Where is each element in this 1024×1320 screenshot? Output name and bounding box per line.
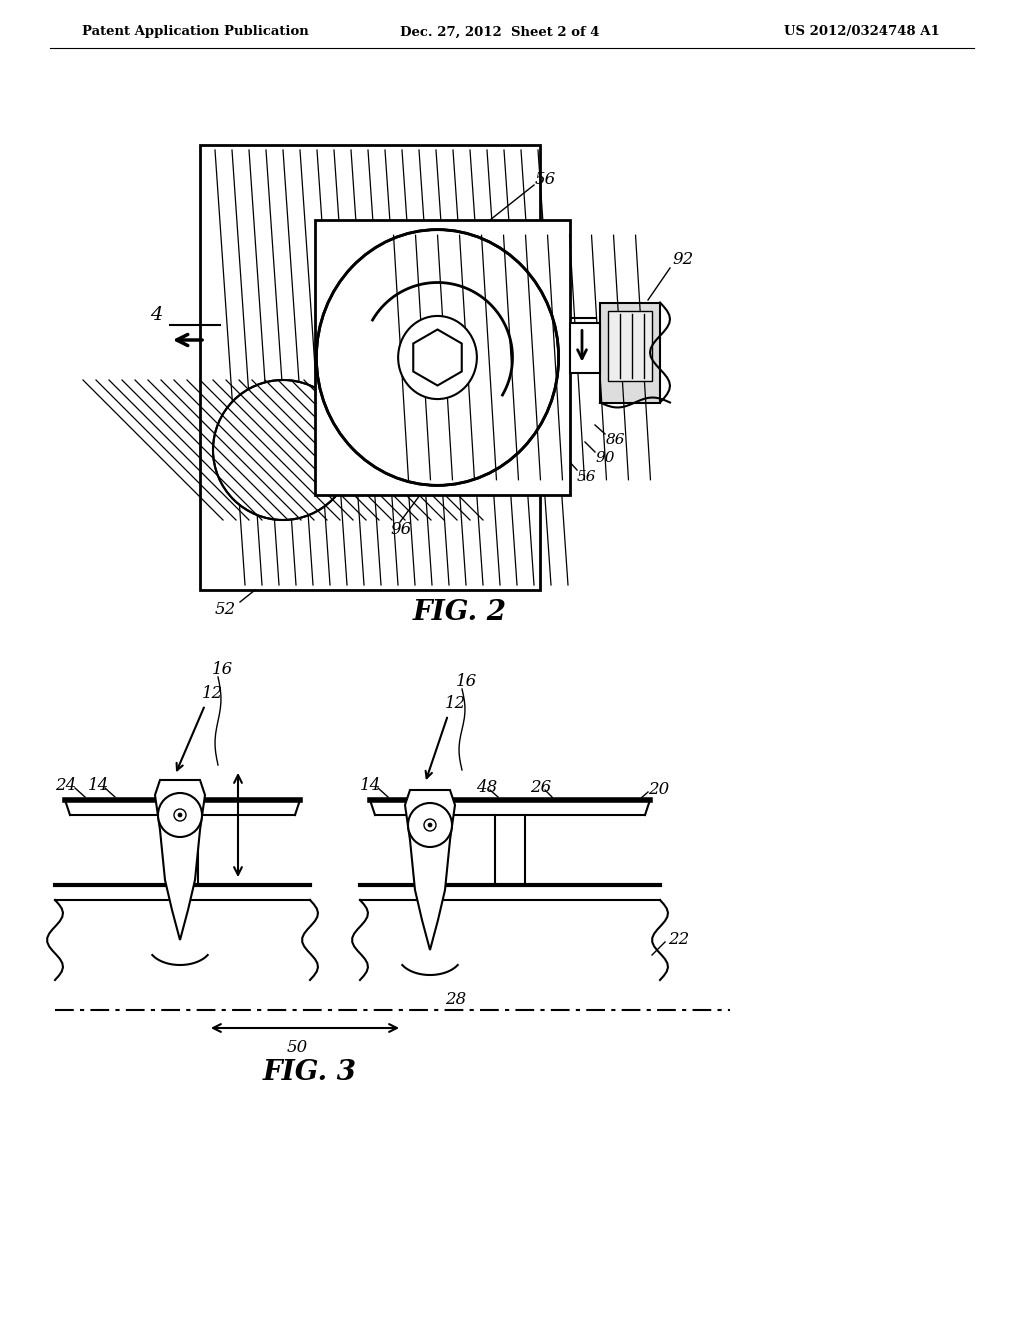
Text: 90: 90 — [595, 451, 614, 465]
Circle shape — [424, 818, 436, 832]
Text: 12: 12 — [445, 694, 466, 711]
Text: 92: 92 — [672, 252, 693, 268]
Text: 56: 56 — [577, 470, 597, 484]
Text: 50: 50 — [287, 1040, 307, 1056]
Text: 48: 48 — [476, 780, 498, 796]
Bar — [200, 145, 540, 590]
Bar — [570, 322, 600, 372]
Text: 4: 4 — [552, 293, 564, 312]
Circle shape — [158, 793, 202, 837]
Text: US 2012/0324748 A1: US 2012/0324748 A1 — [784, 25, 940, 38]
Circle shape — [178, 813, 182, 817]
Circle shape — [408, 803, 452, 847]
Text: 28: 28 — [445, 991, 466, 1008]
Text: 4: 4 — [150, 306, 163, 323]
Circle shape — [213, 380, 353, 520]
Bar — [600, 302, 660, 403]
Text: 20: 20 — [648, 781, 670, 799]
Text: 52: 52 — [215, 602, 237, 619]
Text: 12: 12 — [202, 685, 223, 701]
Polygon shape — [155, 780, 205, 940]
Text: Dec. 27, 2012  Sheet 2 of 4: Dec. 27, 2012 Sheet 2 of 4 — [400, 25, 599, 38]
Polygon shape — [414, 330, 462, 385]
Circle shape — [428, 822, 432, 828]
Text: 14: 14 — [88, 776, 110, 793]
Circle shape — [174, 809, 186, 821]
Text: 16: 16 — [456, 673, 477, 690]
Text: 14: 14 — [360, 776, 381, 793]
Text: Patent Application Publication: Patent Application Publication — [82, 25, 309, 38]
Bar — [608, 310, 652, 380]
Ellipse shape — [398, 315, 477, 399]
Bar — [315, 220, 570, 495]
Text: 96: 96 — [390, 521, 412, 539]
Text: 16: 16 — [212, 661, 233, 678]
Text: 86: 86 — [606, 433, 626, 447]
Text: 56: 56 — [535, 172, 556, 189]
Text: FIG. 3: FIG. 3 — [263, 1059, 357, 1086]
Text: 26: 26 — [530, 780, 551, 796]
Ellipse shape — [316, 230, 559, 486]
Text: FIG. 2: FIG. 2 — [413, 599, 507, 626]
Text: 22: 22 — [668, 932, 689, 949]
Text: 24: 24 — [55, 776, 76, 793]
Polygon shape — [406, 789, 455, 950]
